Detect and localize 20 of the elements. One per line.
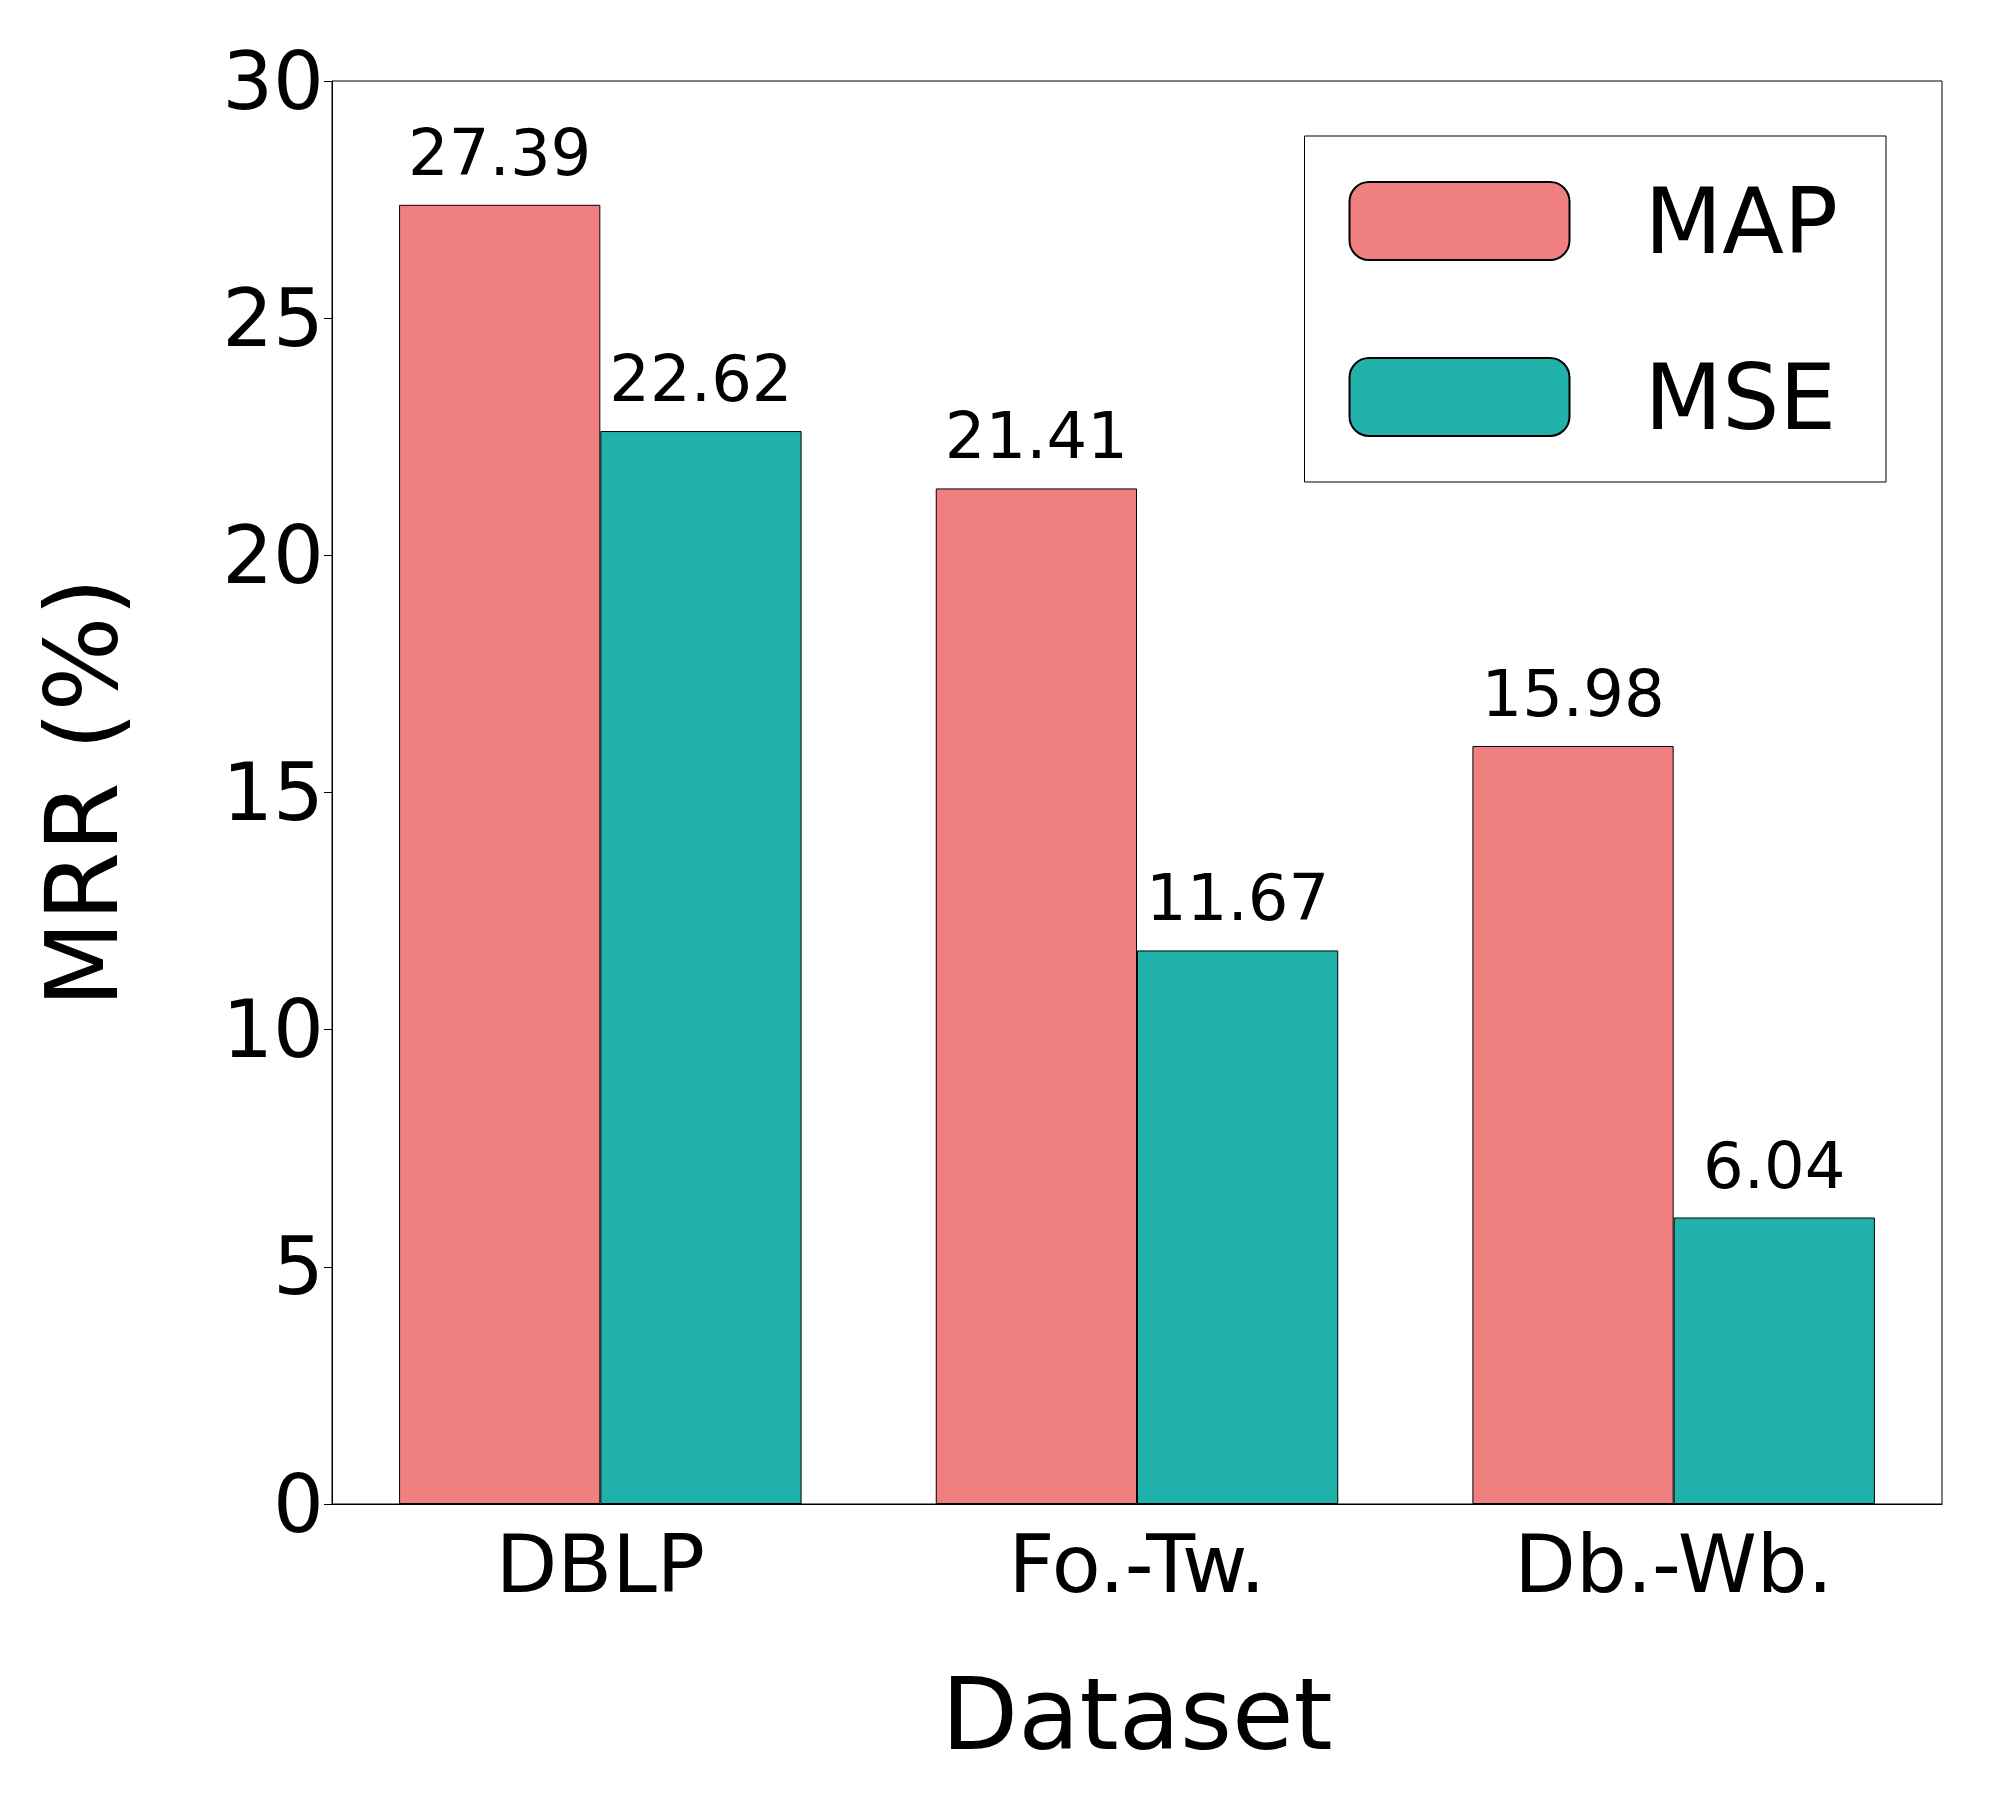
- data-label: 21.41: [944, 399, 1128, 474]
- y-tick-label: 25: [222, 271, 324, 365]
- data-label: 27.39: [408, 115, 592, 190]
- x-tick-label: Fo.-Tw.: [1008, 1517, 1266, 1611]
- x-axis-title: Dataset: [941, 1655, 1333, 1773]
- x-tick-label: DBLP: [495, 1517, 705, 1611]
- y-tick-label: 0: [273, 1457, 324, 1551]
- legend-label: MAP: [1644, 168, 1839, 274]
- data-label: 22.62: [609, 342, 793, 417]
- legend-label: MSE: [1644, 344, 1837, 450]
- y-axis-title: MRR (%): [23, 577, 141, 1008]
- y-tick-label: 20: [222, 508, 324, 602]
- data-label: 11.67: [1146, 861, 1330, 936]
- x-tick-label: Db.-Wb.: [1514, 1517, 1834, 1611]
- data-label: 6.04: [1703, 1128, 1846, 1203]
- data-label: 15.98: [1481, 657, 1665, 732]
- y-tick-label: 30: [222, 34, 324, 128]
- y-tick-label: 10: [222, 983, 324, 1077]
- y-tick-label: 15: [222, 746, 324, 839]
- y-tick-label: 5: [273, 1220, 324, 1314]
